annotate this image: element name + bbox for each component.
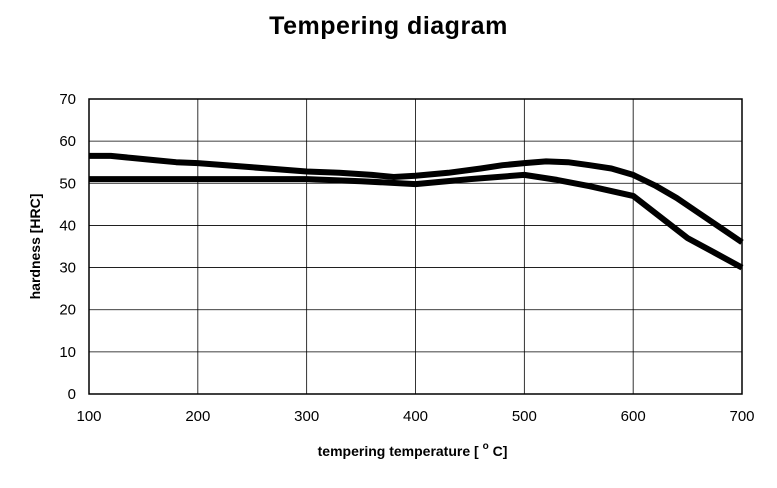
x-tick-label: 100: [76, 408, 101, 425]
y-tick-label: 30: [59, 260, 76, 277]
x-tick-label: 400: [403, 408, 428, 425]
x-axis-label-unit: C]: [493, 443, 508, 459]
grid-lines: [88, 98, 743, 395]
y-tick-label: 50: [59, 175, 76, 192]
x-tick-label: 600: [621, 408, 646, 425]
y-tick-label: 10: [59, 344, 76, 361]
y-tick-label: 40: [59, 217, 76, 234]
series-lines: [89, 152, 744, 271]
y-tick-label: 0: [68, 386, 76, 403]
y-axis-label: hardness [HRC]: [27, 194, 43, 300]
x-axis-label-text: tempering temperature [: [318, 443, 479, 459]
x-tick-label: 700: [729, 408, 754, 425]
series-line-1: [89, 152, 744, 245]
x-tick-label: 300: [294, 408, 319, 425]
plot-frame: [88, 98, 743, 395]
x-tick-label: 200: [185, 408, 210, 425]
x-axis-label: tempering temperature [ o C]: [318, 436, 508, 459]
y-tick-label: 20: [59, 302, 76, 319]
series-line-2: [89, 171, 744, 271]
y-tick-label: 70: [59, 91, 76, 108]
chart-title: Tempering diagram: [269, 12, 508, 40]
y-tick-label: 60: [59, 133, 76, 150]
tick-labels: 100 200 300 400 500 600 700 0 10 20 30 40 50 60 70: [59, 91, 754, 425]
x-axis-label-degree: o: [483, 441, 489, 452]
x-tick-label: 500: [512, 408, 537, 425]
